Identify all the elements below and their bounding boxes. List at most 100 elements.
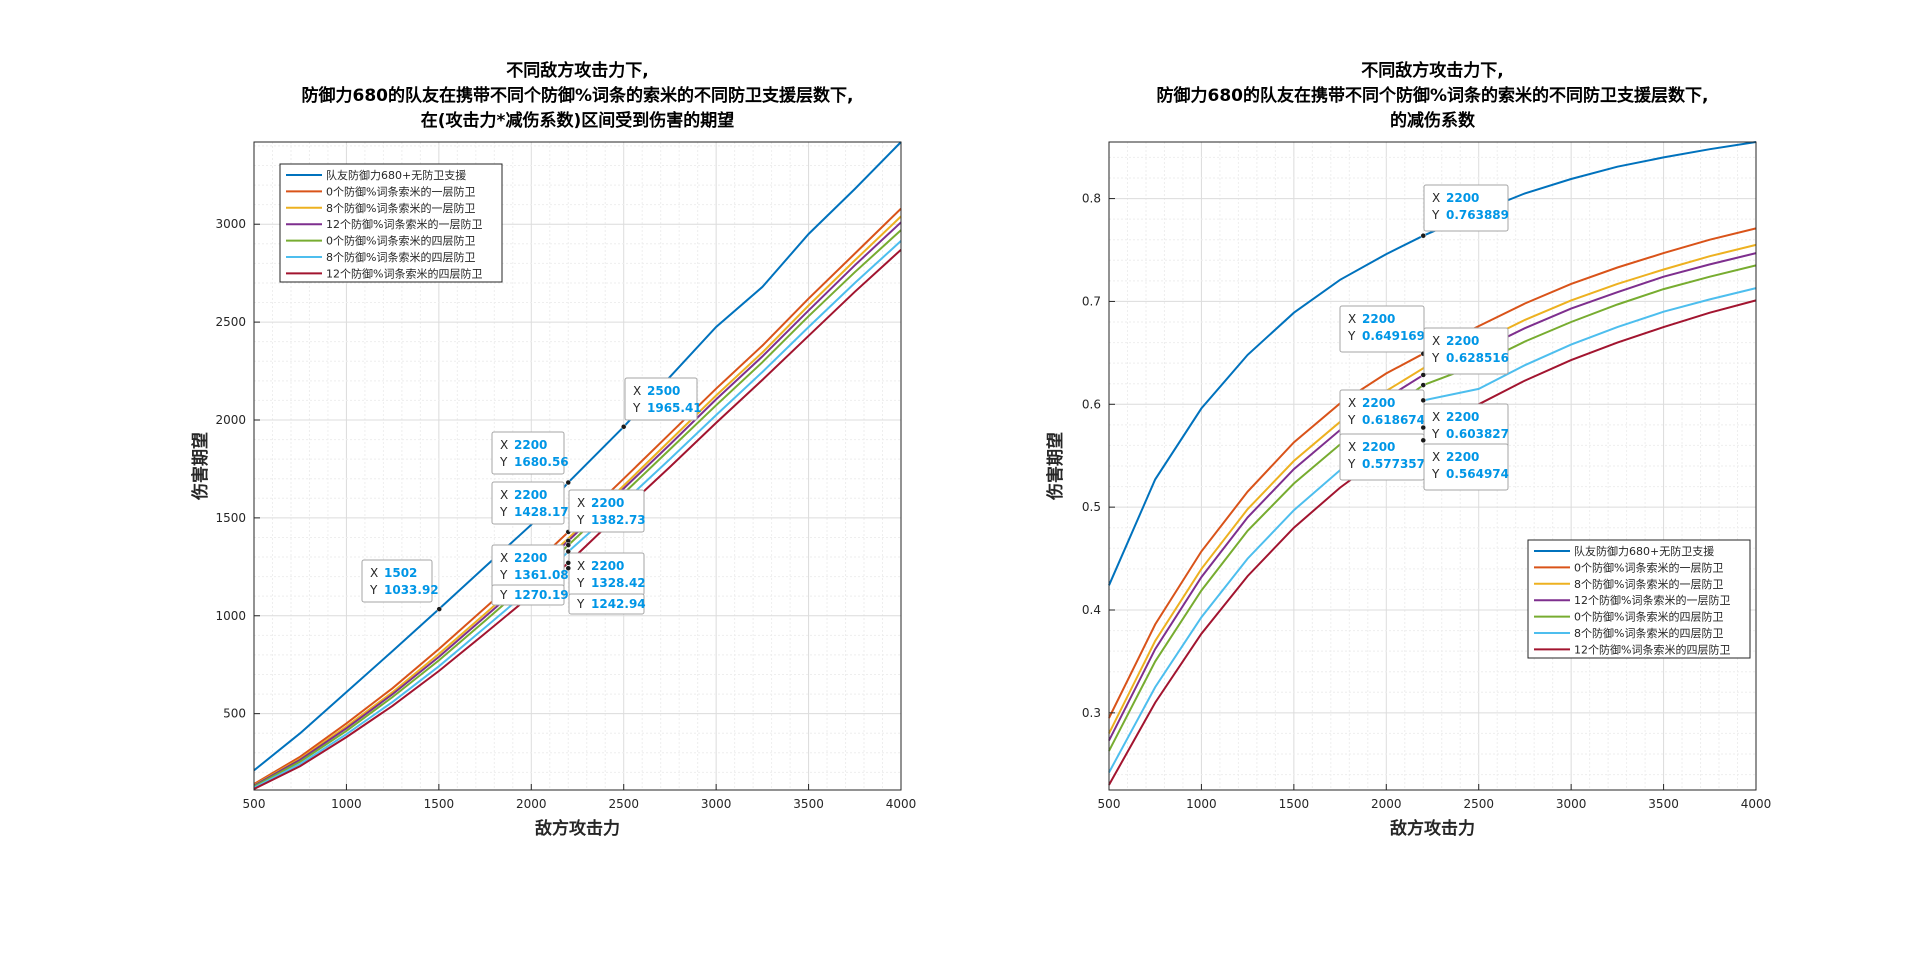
datatip-marker <box>565 548 572 555</box>
axes-frame <box>253 141 902 791</box>
y-tick-label: 0.4 <box>1082 603 1101 617</box>
legend-entry-3: 8个防御%词条索米的一层防卫 <box>326 201 475 215</box>
axes-frame <box>1108 141 1757 791</box>
datatip-x-key: X <box>1348 312 1356 326</box>
datatip-box <box>1423 327 1509 375</box>
datatip-y-value: 0.603827 <box>1446 427 1509 441</box>
legend-entry-4: 12个防御%词条索米的一层防卫 <box>1574 593 1730 607</box>
datatip-4[interactable]: X 2200 Y 0.618674 <box>1339 382 1427 437</box>
datatip-x-key: X <box>1348 396 1356 410</box>
datatip-box <box>491 481 565 525</box>
datatip-7[interactable]: X 2200 Y 1328.42 <box>565 548 646 596</box>
datatip-y-key: Y <box>1347 457 1356 471</box>
datatip-5[interactable]: X 2200 Y 1382.73 <box>565 489 646 544</box>
datatip-x-value: 2200 <box>514 488 547 502</box>
datatip-x-key: X <box>1348 440 1356 454</box>
datatip-box <box>568 489 645 533</box>
x-tick-label: 2500 <box>1463 797 1494 811</box>
x-axis-label: 敌方攻击力 <box>1390 818 1475 839</box>
datatip-box <box>361 559 433 603</box>
chart-title-line-1: 不同敌方攻击力下, <box>1361 60 1503 81</box>
datatip-x-key: X <box>577 496 585 510</box>
datatip-y-value: 0.763889 <box>1446 208 1509 222</box>
datatip-y-key: Y <box>576 513 585 527</box>
datatip-1[interactable]: X 1502 Y 1033.92 <box>361 559 442 612</box>
datatip-y-value: 1965.41 <box>647 401 702 415</box>
datatip-box <box>1423 443 1509 491</box>
datatip-marker <box>1420 424 1427 431</box>
datatip-x-key: X <box>1432 191 1440 205</box>
datatip-x-value: 2200 <box>514 551 547 565</box>
datatip-marker <box>1420 372 1427 378</box>
datatip-y-value: 0.628516 <box>1446 351 1509 365</box>
datatip-y-value: 0.577357 <box>1362 457 1425 471</box>
datatip-y-key: Y <box>1431 208 1440 222</box>
series-line-3 <box>1108 243 1757 734</box>
x-tick-label: 3500 <box>1648 797 1679 811</box>
datatip-y-value: 0.618674 <box>1362 413 1425 427</box>
legend-entry-6: 8个防御%词条索米的四层防卫 <box>1574 626 1723 640</box>
legend: 队友防御力680+无防卫支援 0个防御%词条索米的一层防卫 8个防御%词条索米的一层… <box>279 163 503 283</box>
legend-box <box>1527 539 1751 659</box>
x-tick-label: 2500 <box>608 797 639 811</box>
legend-entry-4: 12个防御%词条索米的一层防卫 <box>326 217 482 231</box>
y-tick-label: 0.8 <box>1082 192 1101 206</box>
datatip-marker <box>620 424 627 430</box>
datatip-6[interactable]: X 2200 Y 1361.08 <box>491 542 572 588</box>
datatip-box <box>568 593 645 615</box>
datatip-3[interactable]: X 2500 Y 1965.41 <box>620 377 702 430</box>
datatip-x-key: X <box>1432 450 1440 464</box>
datatip-x-value: 2200 <box>1446 191 1479 205</box>
datatip-2[interactable]: X 2200 Y 1680.56 <box>491 431 572 486</box>
datatip-3[interactable]: X 2200 Y 0.628516 <box>1420 327 1509 378</box>
y-tick-label: 0.6 <box>1082 397 1101 411</box>
datatip-x-value: 2200 <box>591 496 624 510</box>
datatip-box <box>491 584 565 606</box>
datatip-y-value: 1270.19 <box>514 588 569 602</box>
datatip-marker <box>565 560 572 566</box>
y-tick-label: 0.7 <box>1082 294 1101 308</box>
datatip-x-value: 2200 <box>1446 410 1479 424</box>
datatip-x-value: 2200 <box>1446 450 1479 464</box>
x-tick-label: 1500 <box>1279 797 1310 811</box>
x-tick-label: 500 <box>1098 797 1121 811</box>
chart-panel-1: 500 1000 1500 2000 2500 3000 3500 4000 500 1000 15… <box>190 60 916 839</box>
y-tick-label: 500 <box>223 707 246 721</box>
y-axis-label: 伤害期望 <box>1045 432 1066 501</box>
datatip-y-value: 1382.73 <box>591 513 646 527</box>
datatip-4[interactable]: X 2200 Y 1428.17 <box>491 481 572 535</box>
datatip-2[interactable]: X 2200 Y 0.649169 <box>1339 305 1427 357</box>
legend-entry-7: 12个防御%词条索米的四层防卫 <box>326 266 482 280</box>
datatip-y-value: 1328.42 <box>591 576 646 590</box>
datatip-y-key: Y <box>499 505 508 519</box>
legend-box <box>279 163 503 283</box>
datatip-y-value: 0.649169 <box>1362 329 1425 343</box>
datatip-5[interactable]: X 2200 Y 0.603827 <box>1420 397 1509 451</box>
datatip-y-key: Y <box>632 401 641 415</box>
legend-entry-7: 12个防御%词条索米的四层防卫 <box>1574 642 1730 656</box>
datatip-x-key: X <box>633 384 641 398</box>
x-tick-label: 4000 <box>886 797 917 811</box>
datatip-marker <box>1420 397 1427 404</box>
datatip-y-key: Y <box>1347 413 1356 427</box>
datatip-marker <box>1420 232 1427 239</box>
y-tick-label: 1000 <box>215 609 246 623</box>
datatip-x-key: X <box>500 488 508 502</box>
datatip-box <box>624 377 698 421</box>
datatip-y-key: Y <box>1431 351 1440 365</box>
datatip-1[interactable]: X 2200 Y 0.763889 <box>1420 184 1509 239</box>
datatip-6[interactable]: X 2200 Y 0.577357 <box>1339 424 1427 481</box>
x-tick-label: 4000 <box>1741 797 1772 811</box>
datatip-x-key: X <box>370 566 378 580</box>
datatips: X 2200 Y 0.763889 X 2200 Y 0.649169 X 2200 Y 0.6285… <box>1339 184 1509 491</box>
datatip-marker <box>565 542 572 548</box>
y-tick-label: 1500 <box>215 511 246 525</box>
datatip-7[interactable]: X 2200 Y 0.564974 <box>1420 437 1509 491</box>
chart-title-line-2: 防御力680的队友在携带不同个防御%词条的索米的不同防卫支援层数下, <box>1157 85 1709 106</box>
datatip-x-value: 2200 <box>1362 396 1395 410</box>
datatip-8[interactable]: Y 1270.19 <box>491 560 572 606</box>
x-tick-label: 3000 <box>1556 797 1587 811</box>
datatip-marker <box>436 606 442 612</box>
datatip-9[interactable]: Y 1242.94 <box>565 565 646 615</box>
